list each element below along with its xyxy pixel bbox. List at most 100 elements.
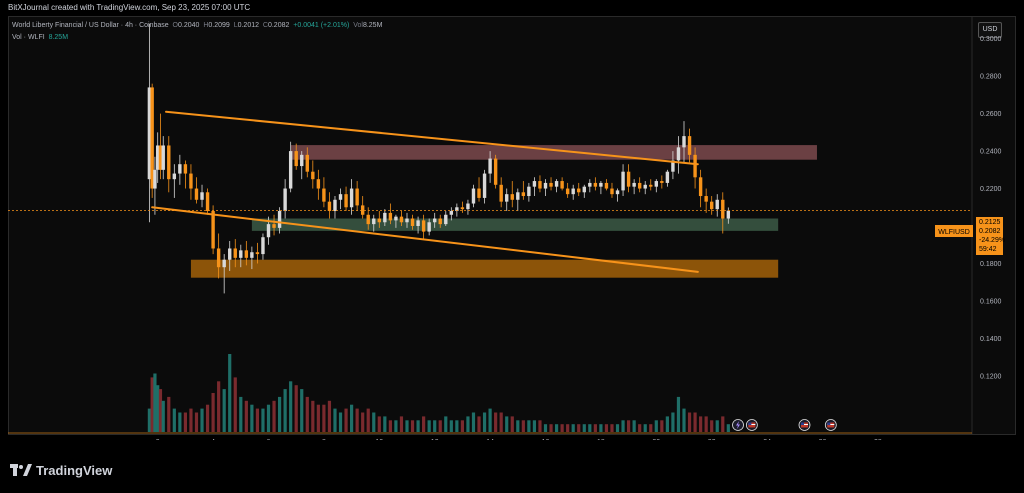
- volume-layer: [147, 354, 730, 432]
- candle-body: [482, 173, 487, 198]
- candle-body: [471, 188, 476, 204]
- volume-bar: [582, 424, 586, 432]
- candle-body: [715, 199, 719, 210]
- candle-body: [283, 188, 287, 212]
- symbol-tag: WLFIUSD: [938, 229, 970, 236]
- volume-bar: [338, 412, 343, 432]
- candle-body: [549, 182, 553, 187]
- candle-body: [505, 194, 509, 202]
- time-axis: 246810121416182022242628: [8, 432, 972, 440]
- volume-bar: [554, 424, 559, 432]
- candle-body: [183, 164, 188, 174]
- candle-body: [527, 186, 531, 197]
- volume-bar: [721, 416, 725, 432]
- currency-button[interactable]: USD: [978, 22, 1002, 38]
- price-tick-label: 0.1600: [980, 298, 1002, 305]
- volume-bar: [566, 424, 570, 432]
- brand-name: TradingView: [36, 463, 113, 478]
- candle-body: [211, 211, 215, 249]
- time-tick-label: 6: [267, 439, 271, 440]
- candle-body: [233, 248, 237, 258]
- volume-bar: [399, 416, 404, 432]
- price-chart[interactable]: 0.3000 0.2800 0.2600 0.2400 0.2200 0.1800 0.16…: [0, 0, 1024, 440]
- time-tick-label: 22: [708, 439, 716, 440]
- volume-bar: [516, 420, 520, 432]
- candle-body: [288, 151, 293, 189]
- volume-bar: [277, 396, 282, 432]
- candle-body: [388, 212, 393, 221]
- trendlines-layer: [151, 110, 699, 273]
- volume-bar: [687, 412, 692, 432]
- volume-bar: [460, 420, 464, 432]
- candle-body: [438, 218, 442, 225]
- candle-body: [255, 252, 260, 255]
- volume-legend[interactable]: Vol · WLFI 8.25M: [12, 34, 68, 41]
- candle-body: [604, 182, 609, 189]
- candle-body: [216, 248, 221, 268]
- volume-bar: [322, 404, 326, 432]
- candle-body: [554, 181, 559, 187]
- candle-body: [338, 194, 343, 200]
- volume-bar: [560, 424, 564, 432]
- volume-bar: [377, 416, 381, 432]
- candle-body: [565, 188, 570, 195]
- volume-bar: [471, 412, 476, 432]
- volume-bar: [383, 416, 387, 432]
- volume-bar: [300, 389, 304, 432]
- candle-body: [322, 188, 326, 202]
- volume-bar: [266, 404, 271, 432]
- volume-bar: [366, 408, 370, 432]
- resistance-zone: [290, 145, 817, 160]
- price-tick-label: 0.2200: [980, 186, 1002, 193]
- volume-bar: [494, 412, 498, 432]
- candle-body: [444, 214, 448, 225]
- high-value: 0.2099: [208, 22, 230, 29]
- candle-body: [643, 184, 647, 189]
- candle-body: [153, 169, 157, 189]
- volume-bar: [588, 424, 592, 432]
- tradingview-logo[interactable]: TradingView: [10, 463, 112, 478]
- candle-body: [167, 145, 171, 180]
- open-label: O: [172, 22, 178, 29]
- volume-bar: [333, 408, 337, 432]
- candle-body: [344, 194, 348, 208]
- volume-bar: [294, 385, 298, 432]
- candle-body: [194, 188, 199, 200]
- candle-body: [261, 237, 265, 255]
- volume-bar: [593, 424, 597, 432]
- volume-bar: [676, 396, 681, 432]
- volume-label: Vol: [353, 22, 363, 29]
- price-tick-label: 0.2800: [980, 74, 1002, 81]
- candle-body: [665, 171, 670, 183]
- volume-bar: [172, 408, 176, 432]
- volume-bar: [422, 416, 426, 432]
- candle-body: [698, 177, 703, 197]
- price-label: WLFIUSD 0.2125 0.2082 -24.29% 59:42: [935, 217, 1005, 255]
- symbol-tag-bg: [935, 225, 973, 237]
- volume-bar: [217, 381, 221, 432]
- candle-body: [327, 201, 332, 212]
- volume-bar: [726, 424, 730, 432]
- candle-body: [449, 211, 454, 215]
- candle-body: [266, 224, 271, 238]
- time-tick-label: 28: [874, 439, 882, 440]
- time-tick-label: 14: [486, 439, 494, 440]
- candle-body: [372, 218, 376, 225]
- volume-bar: [327, 400, 332, 432]
- volume-bar: [704, 416, 708, 432]
- candle-body: [349, 188, 354, 208]
- high-label: H: [203, 22, 209, 29]
- flag-stripe-white: [748, 424, 756, 425]
- symbol-description[interactable]: World Liberty Financial / US Dollar · 4h…: [12, 22, 169, 29]
- candle-body: [433, 218, 437, 223]
- candle-body: [588, 182, 592, 187]
- candle-body: [477, 188, 481, 198]
- candle-body: [593, 182, 598, 187]
- candle-body: [360, 205, 365, 215]
- candle-body: [405, 218, 409, 223]
- volume-bar: [682, 408, 686, 432]
- candle-body: [277, 211, 282, 228]
- volume-bar: [499, 412, 503, 432]
- price-tick-label: 0.2400: [980, 149, 1002, 156]
- change-pct-tag: -24.29%: [979, 237, 1005, 244]
